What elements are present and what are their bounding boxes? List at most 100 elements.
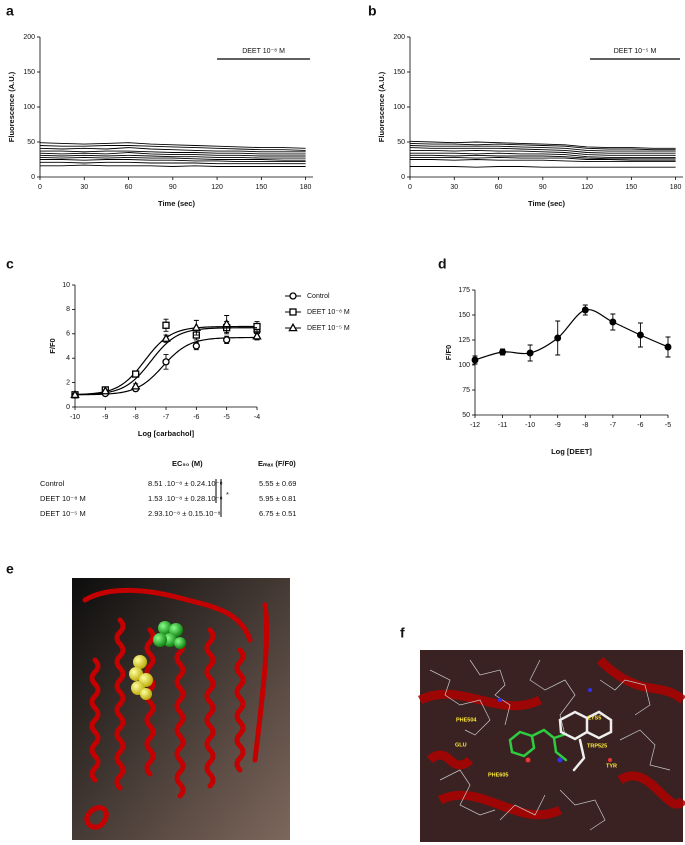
trace <box>409 142 676 151</box>
residue-label: TRP525 <box>587 743 607 749</box>
trace <box>40 164 306 167</box>
y-tick-label: 50 <box>462 412 470 419</box>
legend-label: DEET 10⁻⁵ M <box>307 325 350 332</box>
x-tick-label: 0 <box>408 184 412 191</box>
y-tick-label: 0 <box>31 174 35 181</box>
legend-marker <box>289 292 297 300</box>
results-table: EC₅₀ (M) Eₘₐₓ (F/F0) Control 8.51 .10⁻⁸ … <box>40 459 296 518</box>
trace <box>39 142 306 149</box>
trace <box>410 154 676 160</box>
marker <box>221 318 232 328</box>
marker <box>499 348 507 356</box>
panel-label: b <box>368 3 377 19</box>
legend-marker <box>289 308 297 316</box>
trace <box>39 152 306 157</box>
y-axis-label: Fluorescence (A.U.) <box>377 71 386 142</box>
table-cell: 5.95 ± 0.81 <box>259 494 296 503</box>
marker <box>223 336 231 344</box>
trace <box>39 154 306 159</box>
panel-label: f <box>400 625 405 641</box>
x-tick-label: 180 <box>300 184 312 191</box>
table-header: EC₅₀ (M) <box>172 459 203 468</box>
y-tick-label: 100 <box>458 362 470 369</box>
y-tick-label: 100 <box>393 104 405 111</box>
residue-label: LYS5 <box>588 715 601 721</box>
marker <box>581 306 589 314</box>
y-tick-label: 50 <box>397 139 405 146</box>
x-tick-label: -7 <box>610 422 616 429</box>
table-cell: 6.75 ± 0.51 <box>259 509 296 518</box>
legend-label: Control <box>307 293 330 300</box>
y-tick-label: 100 <box>23 104 35 111</box>
y-tick-label: 2 <box>66 379 70 386</box>
y-tick-label: 50 <box>27 139 35 146</box>
residue-label: PHE605 <box>488 772 509 778</box>
table-cell: DEET 10⁻⁸ M <box>40 494 86 503</box>
y-tick-label: 8 <box>66 306 70 313</box>
y-tick-label: 175 <box>458 287 470 294</box>
marker <box>526 349 534 357</box>
table-cell: Control <box>40 479 65 488</box>
y-tick-label: 150 <box>393 69 405 76</box>
marker <box>70 389 80 399</box>
legend-marker <box>288 322 298 332</box>
trace <box>410 159 676 163</box>
trace <box>410 152 676 158</box>
marker <box>554 334 562 342</box>
trace <box>39 145 306 151</box>
x-tick-label: 150 <box>256 184 268 191</box>
residue-label: TYR <box>606 763 617 769</box>
y-tick-label: 0 <box>401 174 405 181</box>
marker <box>664 343 672 351</box>
marker <box>100 386 111 395</box>
y-tick-label: 10 <box>62 282 70 289</box>
trace <box>40 159 306 163</box>
marker <box>162 358 170 366</box>
x-tick-label: -4 <box>254 414 260 421</box>
x-tick-label: -9 <box>102 414 108 421</box>
x-tick-label: 0 <box>38 184 42 191</box>
panel-label: e <box>6 561 14 577</box>
y-tick-label: 75 <box>462 387 470 394</box>
x-tick-label: 30 <box>450 184 458 191</box>
panel-label: d <box>438 256 447 272</box>
x-tick-label: 150 <box>626 184 638 191</box>
x-tick-label: -8 <box>133 414 139 421</box>
y-tick-label: 6 <box>66 331 70 338</box>
y-tick-label: 0 <box>66 404 70 411</box>
marker <box>192 342 200 350</box>
x-tick-label: 180 <box>670 184 682 191</box>
y-tick-label: 150 <box>23 69 35 76</box>
x-tick-label: -6 <box>193 414 199 421</box>
marker <box>161 333 171 342</box>
marker <box>471 356 479 364</box>
x-tick-label: -12 <box>470 422 480 429</box>
x-tick-label: 120 <box>211 184 223 191</box>
table-cell: 2.93.10⁻⁸ ± 0.15.10⁻⁸ <box>148 509 221 518</box>
x-tick-label: 90 <box>169 184 177 191</box>
residue-label: GLU <box>455 742 467 748</box>
y-axis-label: F/F0 <box>444 345 453 360</box>
x-tick-label: -9 <box>555 422 561 429</box>
x-tick-label: 90 <box>539 184 547 191</box>
panel-label: c <box>6 256 14 272</box>
table-cell: 1.53 .10⁻⁸ ± 0.28.10⁻⁸ <box>148 494 223 503</box>
y-axis-label: Fluorescence (A.U.) <box>7 71 16 142</box>
x-axis-label: Log [DEET] <box>551 447 592 456</box>
x-tick-label: -5 <box>224 414 230 421</box>
marker <box>609 318 617 326</box>
marker <box>191 322 202 331</box>
trace <box>40 150 306 155</box>
annotation: DEET 10⁻⁵ M <box>614 48 657 55</box>
x-tick-label: -6 <box>637 422 643 429</box>
y-tick-label: 200 <box>23 34 35 41</box>
x-axis-label: Log [carbachol] <box>138 429 195 438</box>
trace <box>39 156 306 161</box>
y-axis-label: F/F0 <box>48 338 57 353</box>
x-tick-label: -11 <box>498 422 508 429</box>
x-tick-label: -10 <box>525 422 535 429</box>
x-axis-label: Time (sec) <box>158 199 195 208</box>
marker <box>132 370 140 378</box>
x-tick-label: 60 <box>495 184 503 191</box>
trace <box>409 147 676 154</box>
